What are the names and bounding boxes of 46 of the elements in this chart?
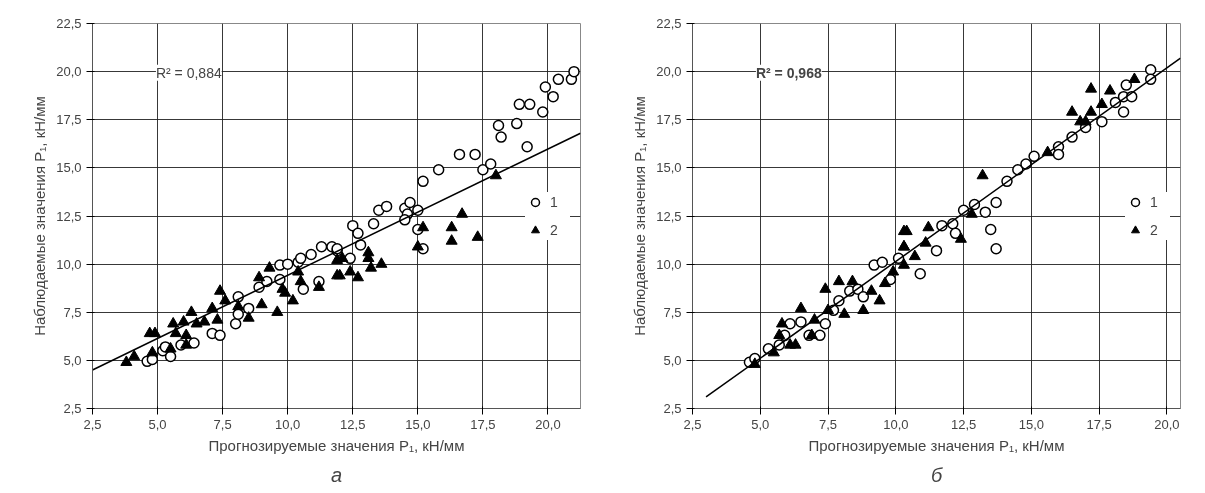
x-tick-label: 17,5 — [1086, 416, 1112, 432]
x-tick-label: 10,0 — [883, 416, 909, 432]
y-tick-label: 20,0 — [656, 64, 682, 80]
x-tick-label: 5,0 — [148, 416, 167, 432]
y-tick-label: 12,5 — [56, 208, 82, 224]
annotation: R² = 0,884 — [155, 64, 222, 81]
y-axis-title: Наблюдаемые значения P₁, кН/мм — [631, 96, 649, 336]
y-tick-label: 5,0 — [663, 352, 682, 368]
x-tick-label: 15,0 — [405, 416, 431, 432]
x-tick-label: 20,0 — [1154, 416, 1180, 432]
x-tick-label: 7,5 — [213, 416, 232, 432]
y-tick-label: 5,0 — [63, 352, 82, 368]
y-axis-title: Наблюдаемые значения P₁, кН/мм — [31, 96, 49, 336]
x-tick-label: 15,0 — [1018, 416, 1045, 432]
text: а — [330, 463, 343, 486]
x-tick-label: 5,0 — [751, 416, 770, 432]
x-axis-title: Прогнозируемые значения P₁, кН/мм — [808, 436, 1065, 454]
y-tick-label: 15,0 — [656, 160, 682, 176]
x-axis-title: Прогнозируемые значения P₁, кН/мм — [208, 436, 465, 454]
y-tick-label: 2,5 — [663, 401, 682, 416]
legend-label: 1 — [1150, 193, 1159, 210]
x-tick-label: 12,5 — [950, 416, 977, 432]
y-tick-label: 7,5 — [63, 304, 82, 320]
x-tick-label: 20,0 — [535, 416, 561, 432]
y-tick-label: 15,0 — [56, 160, 82, 176]
annotation: R² = 0,968 — [755, 64, 822, 81]
x-tick-label: 10,0 — [275, 416, 301, 432]
y-tick-label: 2,5 — [63, 401, 82, 416]
y-tick-label: 20,0 — [56, 64, 82, 80]
legend-label: 2 — [1150, 221, 1159, 238]
text: б — [930, 463, 943, 486]
legend-label: 1 — [550, 193, 559, 210]
y-tick-label: 22,5 — [656, 16, 682, 31]
y-tick-label: 10,0 — [656, 256, 682, 272]
x-tick-label: 2,5 — [83, 416, 102, 432]
legend-label: 2 — [550, 221, 559, 238]
y-tick-label: 17,5 — [56, 112, 82, 128]
x-tick-label: 12,5 — [340, 416, 366, 432]
y-tick-label: 10,0 — [56, 256, 82, 272]
y-tick-label: 12,5 — [656, 208, 682, 224]
x-tick-label: 2,5 — [683, 416, 702, 432]
x-tick-label: 17,5 — [470, 416, 496, 432]
x-tick-label: 7,5 — [819, 416, 838, 432]
y-tick-label: 22,5 — [56, 16, 82, 31]
y-tick-label: 7,5 — [663, 304, 682, 320]
y-tick-label: 17,5 — [656, 112, 682, 128]
